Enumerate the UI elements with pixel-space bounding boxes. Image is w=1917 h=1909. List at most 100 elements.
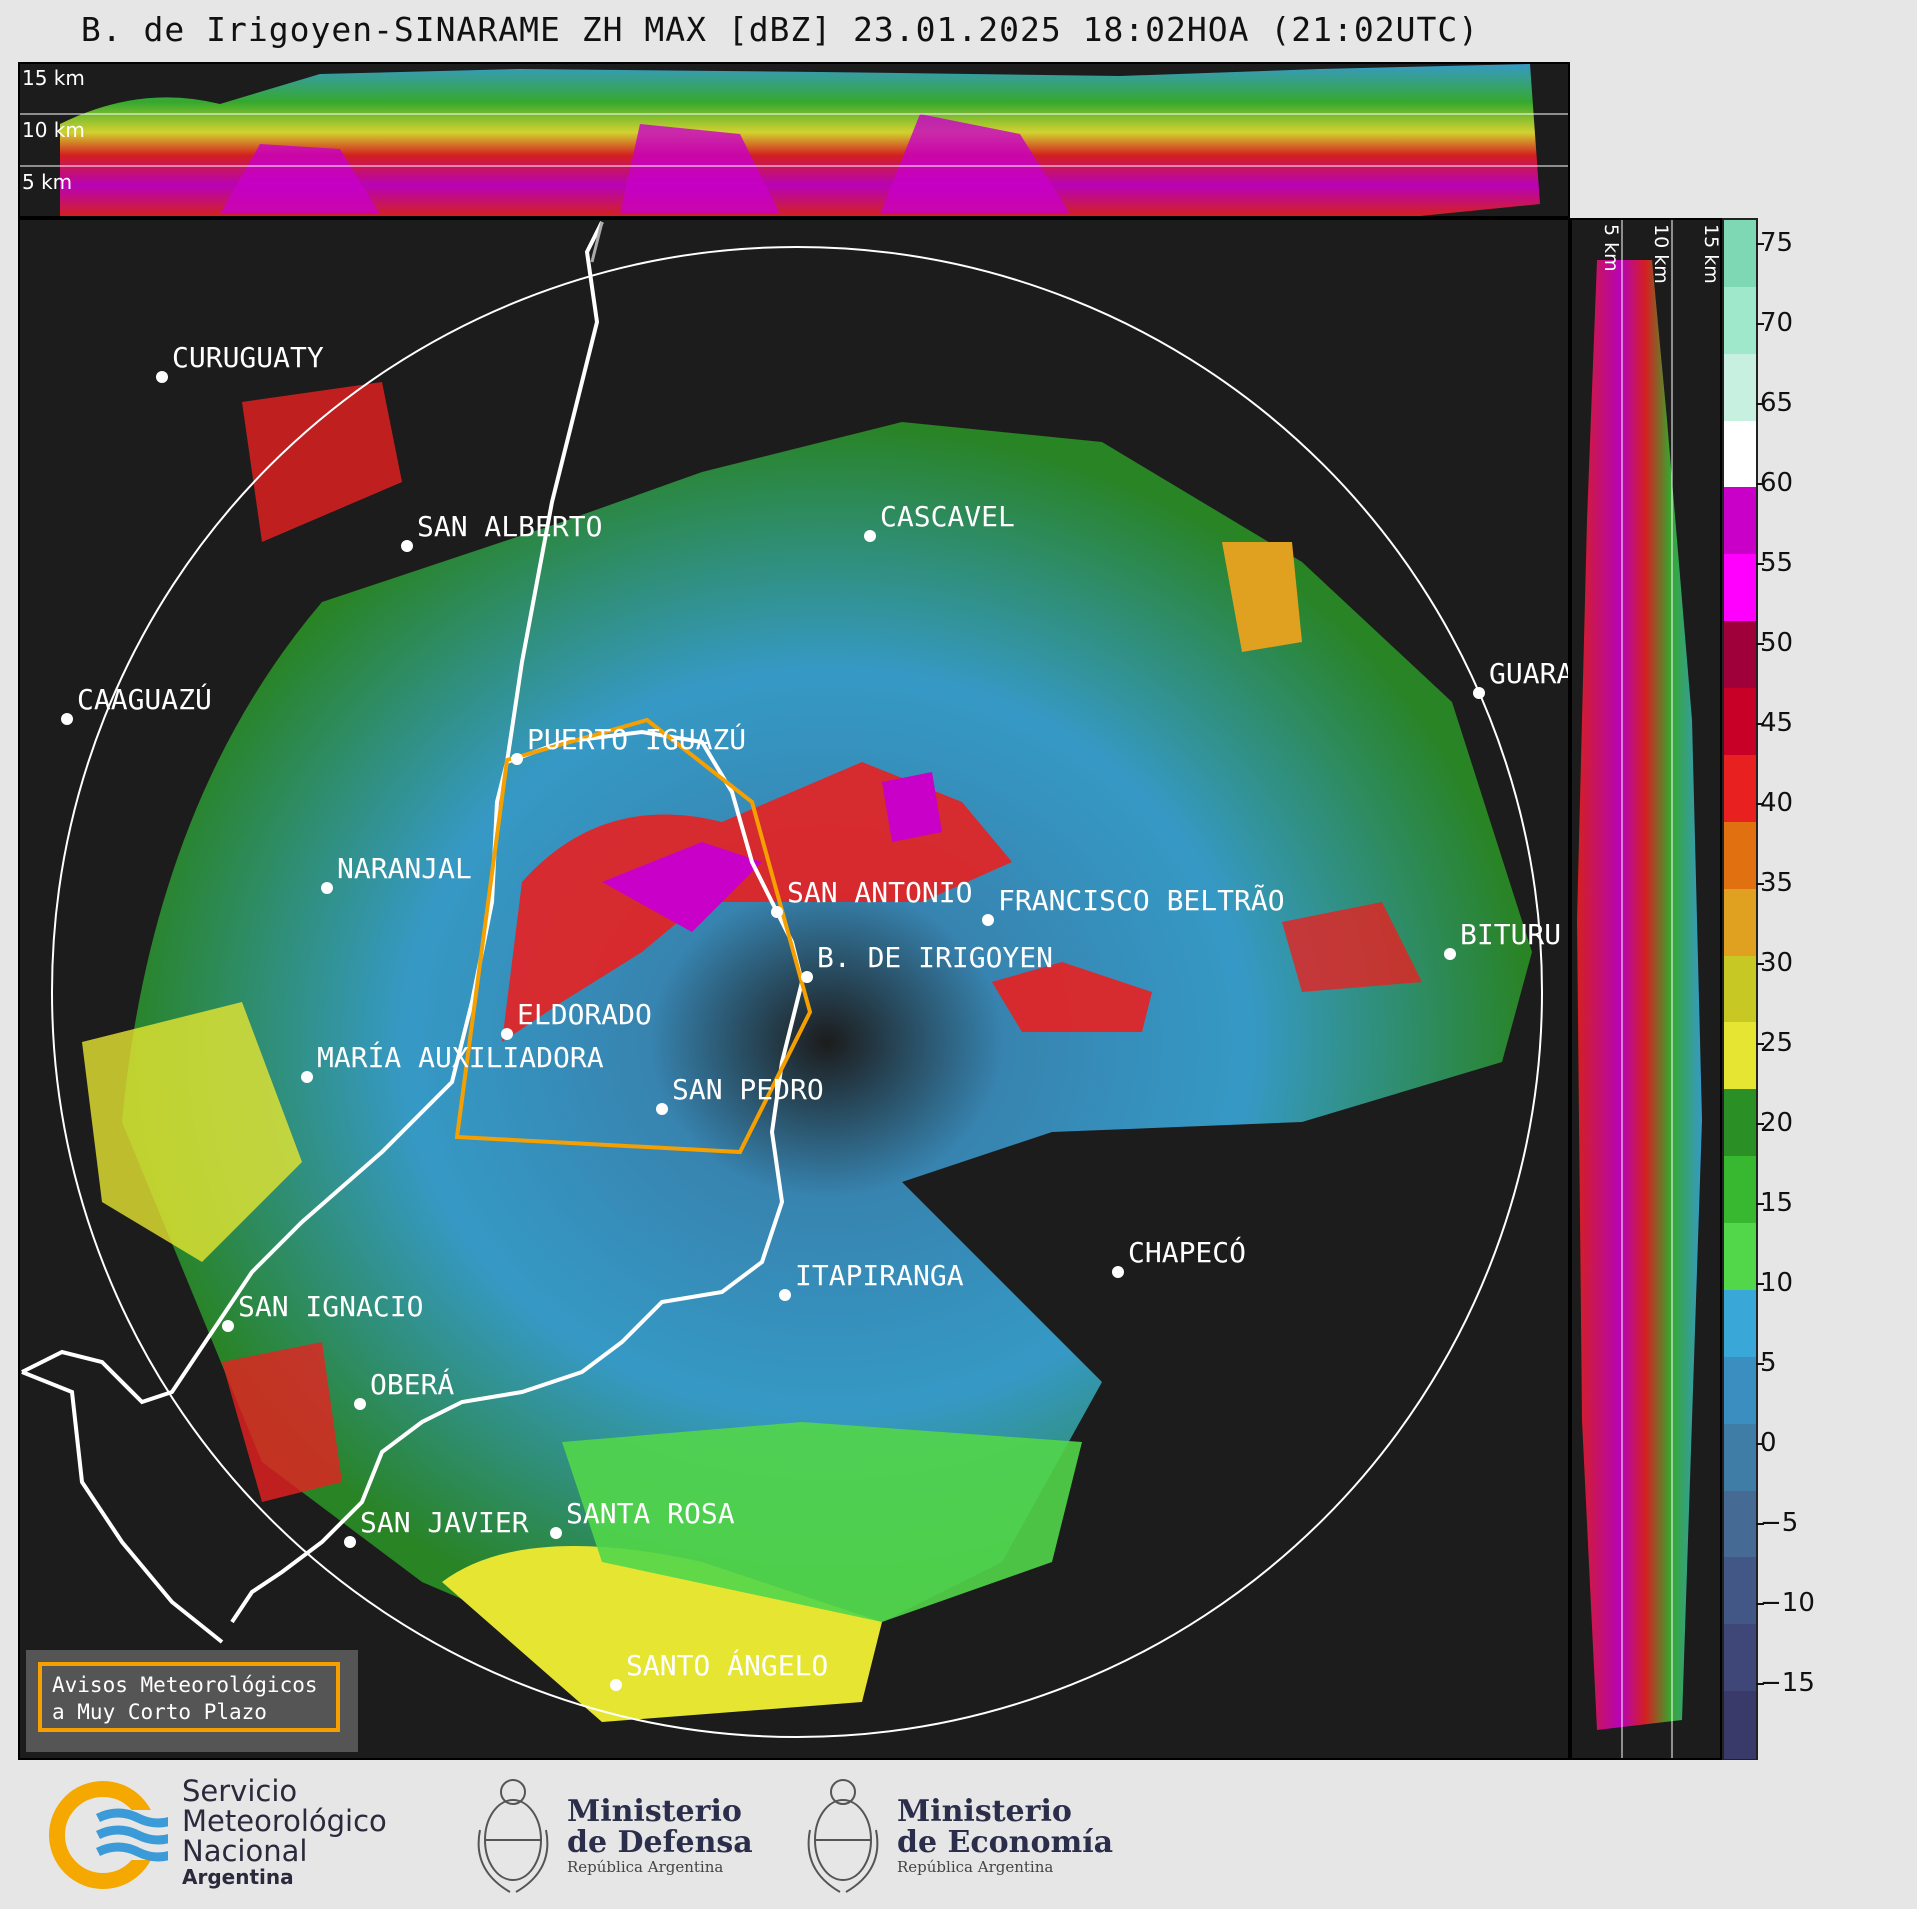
colorbar-tick-label: −5 — [1755, 1508, 1799, 1538]
smn-line-2: Meteorológico — [182, 1804, 387, 1838]
smn-line-4: Argentina — [182, 1865, 294, 1889]
range-ring — [51, 246, 1543, 1738]
dbz-colorbar — [1722, 218, 1758, 1760]
colorbar-segment — [1724, 1557, 1756, 1626]
colorbar-segment — [1724, 286, 1756, 355]
city-marker — [511, 753, 523, 765]
economia-line-2: de Economía — [897, 1825, 1114, 1860]
colorbar-tick-label: 50 — [1755, 628, 1794, 658]
smn-logo-icon — [49, 1781, 168, 1889]
colorbar-segment — [1724, 353, 1756, 422]
city-label: SAN IGNACIO — [238, 1290, 423, 1323]
city-label: ITAPIRANGA — [795, 1259, 964, 1292]
economia-logo-text: Ministerio de Economía República Argenti… — [897, 1796, 1113, 1876]
city-label: PUERTO IGUAZÚ — [527, 722, 746, 756]
colorbar-segment — [1724, 821, 1756, 890]
radar-map: CURUGUATY SAN ALBERTO CASCAVEL CAAGUAZÚ GUAR… — [18, 218, 1570, 1760]
city-marker — [1473, 687, 1485, 699]
city-marker — [771, 906, 783, 918]
colorbar-tick-label: −15 — [1756, 1668, 1815, 1698]
city-marker — [550, 1527, 562, 1539]
colorbar-segment — [1724, 1423, 1756, 1492]
river-border-east — [230, 729, 805, 1624]
city-label: ELDORADO — [517, 998, 652, 1031]
colorbar-tick-label: 25 — [1755, 1028, 1794, 1058]
colorbar-segment — [1724, 487, 1756, 556]
city-marker — [1444, 948, 1456, 960]
vertical-height-label-10: 10 km — [1650, 224, 1672, 284]
colorbar-segment — [1724, 1089, 1756, 1158]
city-marker — [354, 1398, 366, 1410]
echo-field — [122, 422, 1532, 1662]
vertical-height-label-15: 15 km — [1700, 224, 1722, 284]
colorbar-segment — [1724, 1022, 1756, 1091]
city-label: GUARA — [1489, 657, 1570, 690]
colorbar-tick-label: 45 — [1755, 708, 1794, 738]
city-label: CURUGUATY — [172, 341, 324, 374]
colorbar-segment — [1724, 1289, 1756, 1358]
warning-line-2: a Muy Corto Plazo — [52, 1700, 267, 1724]
height-label-5: 5 km — [22, 170, 73, 194]
warning-polygon — [454, 717, 813, 1155]
city-marker — [301, 1071, 313, 1083]
city-label: SAN ALBERTO — [417, 510, 602, 543]
colorbar-tick-label: 60 — [1755, 468, 1794, 498]
city-label: BITURU — [1460, 918, 1561, 951]
defensa-line-1: Ministerio — [567, 1794, 742, 1829]
vertical-height-label-5: 5 km — [1600, 224, 1622, 272]
city-marker — [501, 1028, 513, 1040]
map-title: B. de Irigoyen-SINARAME ZH MAX [dBZ] 23.… — [80, 10, 1480, 49]
storm-cell-northeast — [1222, 542, 1302, 652]
economia-sub: República Argentina — [897, 1858, 1054, 1876]
city-label: NARANJAL — [337, 852, 472, 885]
echo-green-south — [562, 1422, 1082, 1622]
smn-line-3: Nacional — [182, 1834, 308, 1868]
city-label: SAN PEDRO — [672, 1073, 824, 1106]
city-label: OBERÁ — [370, 1367, 454, 1401]
colorbar-segment — [1724, 1624, 1756, 1693]
right-cross-section: 5 km 10 km 15 km — [1570, 218, 1722, 1760]
city-marker — [864, 530, 876, 542]
colorbar-tick-label: 0 — [1756, 1428, 1777, 1458]
colorbar-tick-label: 55 — [1755, 548, 1794, 578]
city-marker — [222, 1320, 234, 1332]
city-label: SAN ANTONIO — [787, 876, 972, 909]
border-southwest — [21, 1370, 224, 1644]
colorbar-tick-label: 35 — [1755, 868, 1794, 898]
colorbar-tick-label: 10 — [1755, 1268, 1794, 1298]
storm-cell-obera — [222, 1342, 342, 1502]
colorbar-segment — [1724, 1691, 1756, 1759]
top-cross-section-graphic — [20, 64, 1568, 216]
city-label: SAN JAVIER — [360, 1506, 529, 1539]
storm-cell-east — [992, 962, 1152, 1032]
coat-of-arms-icon — [807, 1779, 879, 1893]
right-cross-section-graphic — [1577, 220, 1702, 1758]
colorbar-tick-label: 5 — [1756, 1348, 1777, 1378]
colorbar-segment — [1724, 1490, 1756, 1559]
city-label: CASCAVEL — [880, 500, 1015, 533]
warning-line-1: Avisos Meteorológicos — [52, 1673, 318, 1697]
storm-cell-biturun — [1282, 902, 1422, 992]
warning-legend: Avisos Meteorológicos a Muy Corto Plazo — [26, 1650, 358, 1752]
coat-of-arms-icon — [477, 1779, 549, 1893]
defensa-logo-text: Ministerio de Defensa República Argentin… — [567, 1796, 753, 1876]
economia-line-1: Ministerio — [897, 1794, 1072, 1829]
city-marker — [779, 1289, 791, 1301]
city-markers: CURUGUATY SAN ALBERTO CASCAVEL CAAGUAZÚ GUAR… — [61, 341, 1570, 1691]
colorbar-tick-label: 65 — [1755, 388, 1794, 418]
river-border-west — [21, 221, 604, 1405]
city-label: FRANCISCO BELTRÃO — [998, 884, 1285, 917]
city-marker — [1112, 1266, 1124, 1278]
storm-cell-north — [502, 762, 1012, 1042]
footer-logos: Servicio Meteorológico Nacional Argentin… — [0, 1762, 1917, 1909]
colorbar-segment — [1724, 888, 1756, 957]
radar-map-graphic: CURUGUATY SAN ALBERTO CASCAVEL CAAGUAZÚ GUAR… — [21, 221, 1570, 1738]
echo-west — [82, 1002, 302, 1262]
height-label-10: 10 km — [22, 118, 85, 142]
colorbar-tick-label: −10 — [1756, 1588, 1815, 1618]
height-label-15: 15 km — [22, 66, 85, 90]
colorbar-tick-label: 30 — [1755, 948, 1794, 978]
city-label: B. DE IRIGOYEN — [817, 941, 1053, 974]
colorbar-tick-label: 20 — [1755, 1108, 1794, 1138]
city-marker — [656, 1103, 668, 1115]
